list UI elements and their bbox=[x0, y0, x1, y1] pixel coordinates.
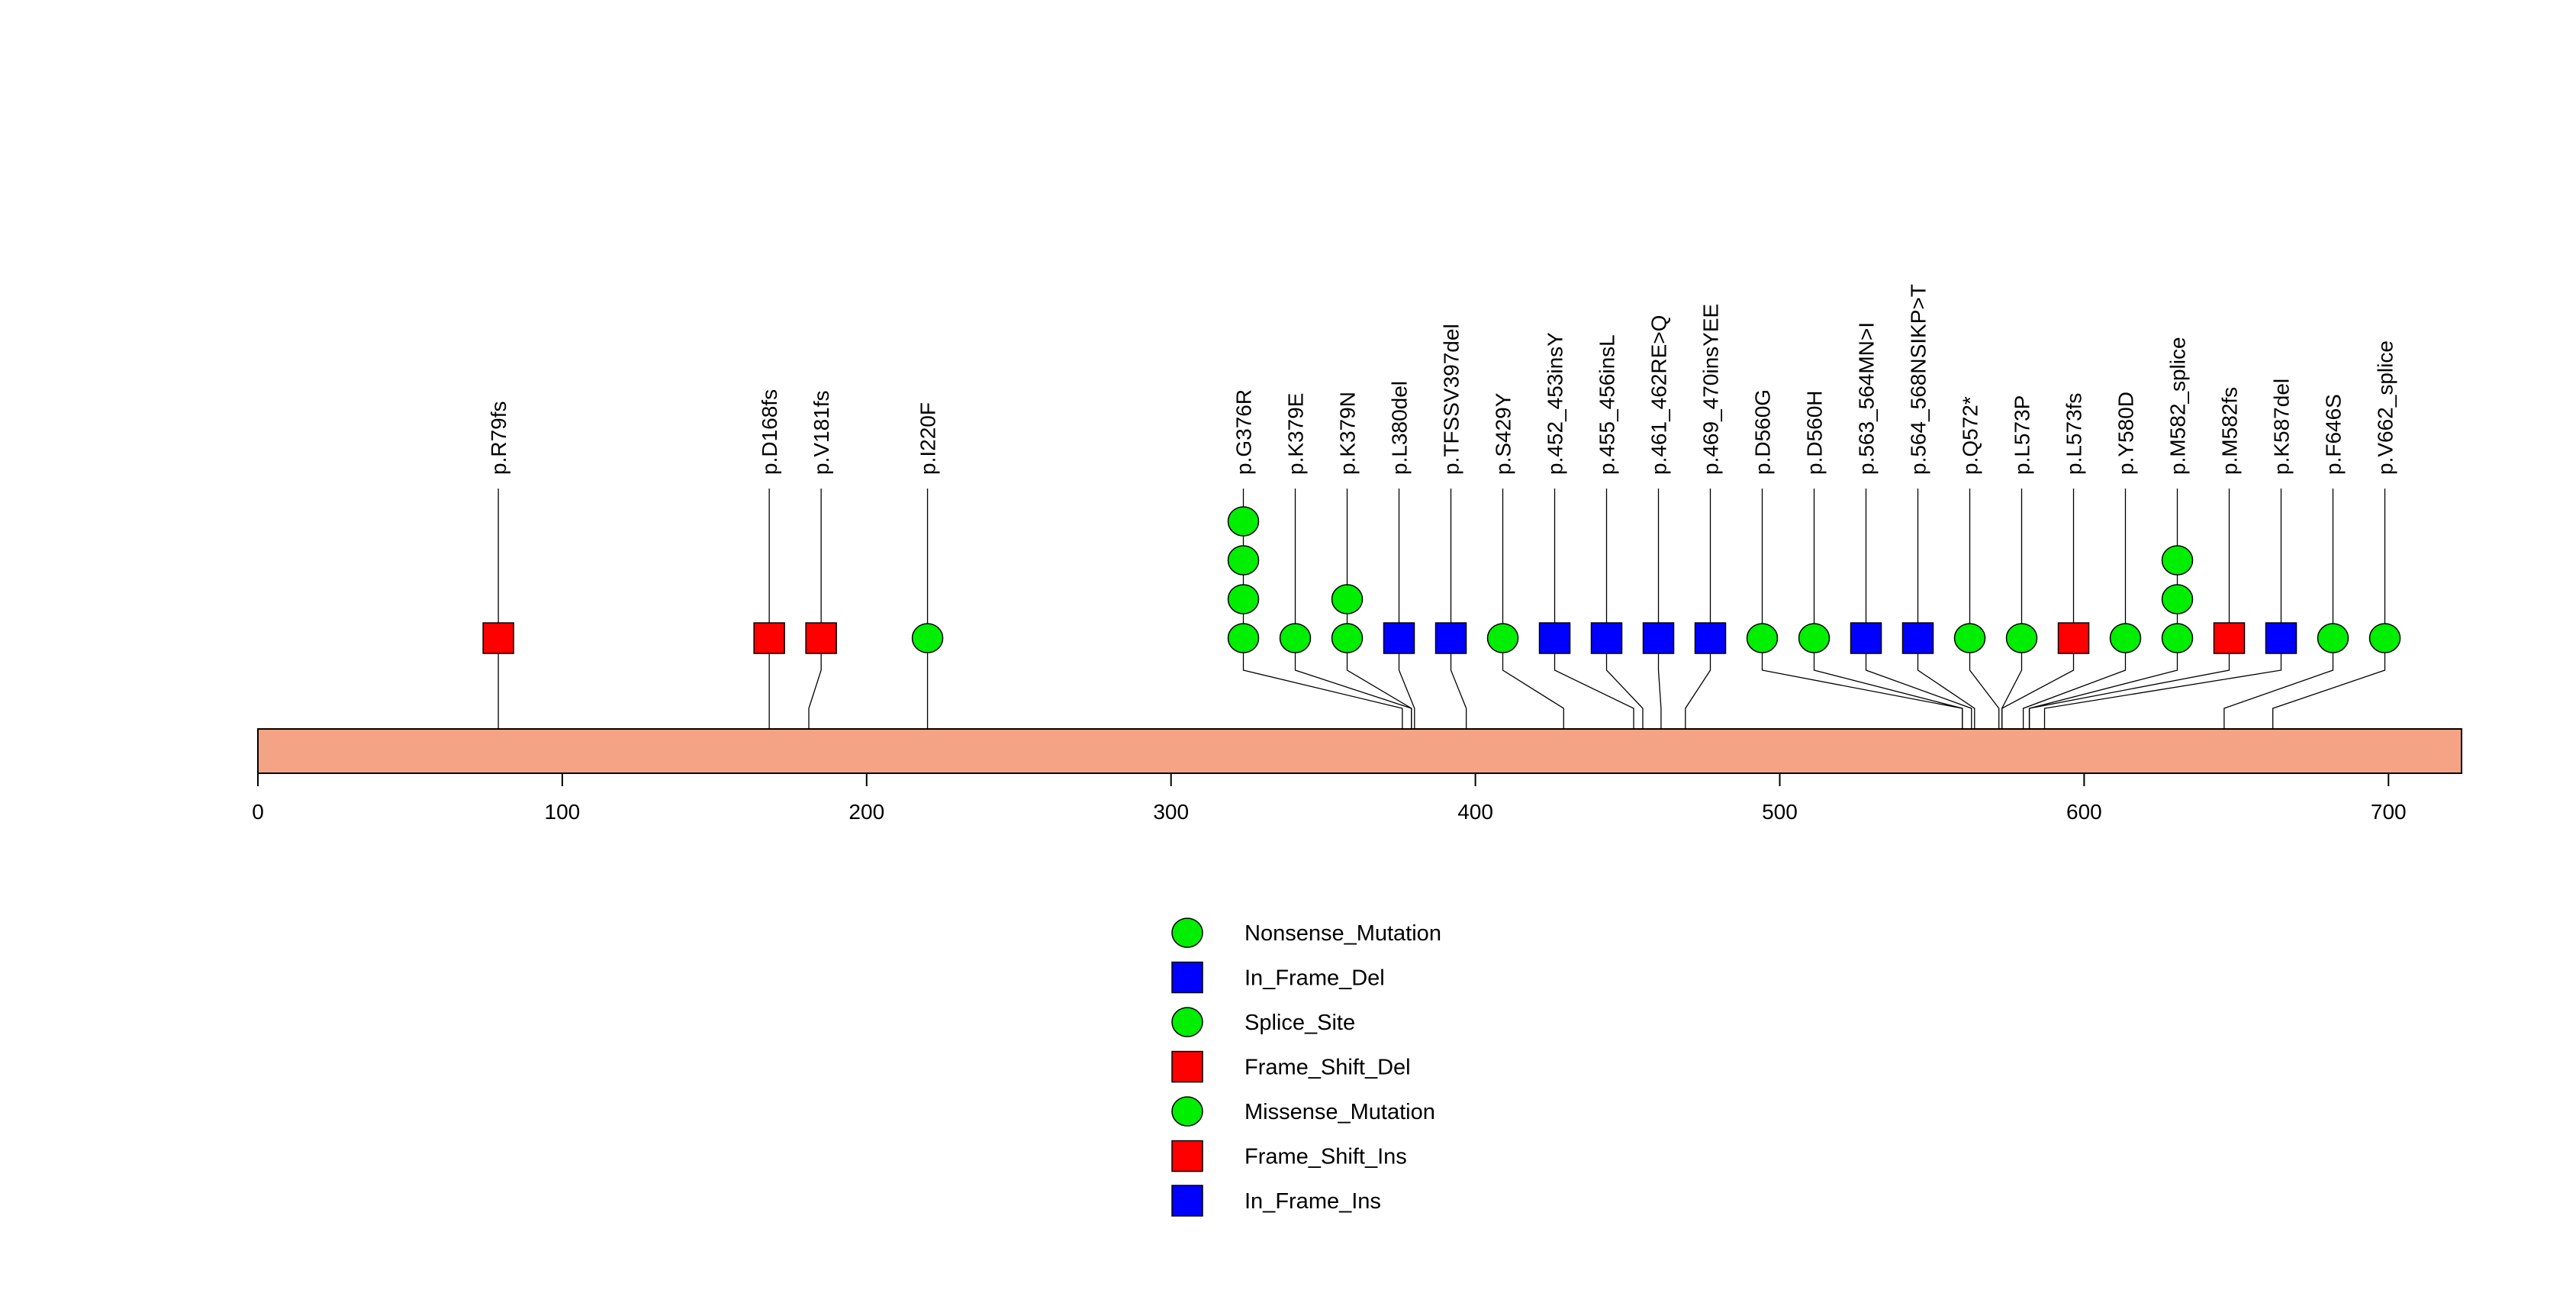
legend-label: Missense_Mutation bbox=[1245, 1100, 1435, 1124]
legend-marker-green-circle bbox=[1171, 1096, 1203, 1127]
mutation-label: p.I220F bbox=[916, 402, 940, 475]
mutation-marker-green-circle bbox=[2005, 623, 2038, 653]
protein-domain-bar bbox=[257, 728, 2462, 774]
mutation-marker-blue-square bbox=[1850, 622, 1882, 654]
mutation-label: p.K379E bbox=[1284, 393, 1308, 475]
legend-label: Splice_Site bbox=[1245, 1011, 1355, 1035]
x-tick-label: 300 bbox=[1153, 800, 1189, 824]
mutation-marker-red-square bbox=[2057, 622, 2090, 654]
legend-marker-blue-square bbox=[1171, 1185, 1203, 1217]
mutation-marker-blue-square bbox=[1383, 622, 1415, 654]
mutation-label: p.452_453insY bbox=[1544, 332, 1567, 475]
legend-label: Frame_Shift_Del bbox=[1245, 1056, 1411, 1080]
mutation-label: p.F646S bbox=[2322, 394, 2346, 475]
mutation-markers bbox=[482, 506, 2401, 654]
mutation-label: p.K379N bbox=[1336, 392, 1360, 475]
mutation-label: p.D168fs bbox=[758, 389, 781, 475]
mutation-marker-red-square bbox=[753, 622, 785, 654]
mutation-marker-blue-square bbox=[1642, 622, 1675, 654]
x-tick-label: 0 bbox=[252, 800, 264, 824]
x-axis: 0 100 200 300 400 500 600 700 bbox=[252, 772, 2407, 824]
x-tick-label: 200 bbox=[848, 800, 884, 824]
mutation-marker-green-circle bbox=[1746, 623, 1779, 653]
mutation-label: p.V181fs bbox=[810, 390, 833, 475]
mutation-label: p.M582_splice bbox=[2166, 337, 2190, 475]
legend-marker-red-square bbox=[1171, 1050, 1203, 1083]
mutation-label: p.461_462RE>Q bbox=[1647, 315, 1671, 475]
mutation-label: p.R79fs bbox=[487, 402, 510, 476]
mutation-marker-green-circle bbox=[2161, 623, 2194, 653]
mutation-label: p.Y580D bbox=[2114, 392, 2138, 475]
mutation-labels: p.R79fs p.D168fs p.V181fs p.I220F p.G376R p.K… bbox=[487, 284, 2397, 475]
mutation-marker-blue-square bbox=[1435, 622, 1467, 654]
mutation-marker-blue-square bbox=[2265, 622, 2297, 654]
mutation-marker-green-circle bbox=[1227, 584, 1260, 614]
mutation-label: p.D560H bbox=[1803, 390, 1827, 475]
mutation-marker-green-circle bbox=[2109, 623, 2142, 653]
mutation-marker-green-circle bbox=[2161, 545, 2194, 576]
mutation-marker-green-circle bbox=[1486, 623, 1519, 653]
legend-label: Nonsense_Mutation bbox=[1245, 921, 1441, 946]
legend-label: Frame_Shift_Ins bbox=[1245, 1145, 1407, 1169]
mutation-label: p.S429Y bbox=[1492, 392, 1515, 475]
mutation-marker-green-circle bbox=[2368, 623, 2401, 653]
legend: Nonsense_Mutation In_Frame_Del Splice_Site… bbox=[1171, 918, 1441, 1217]
mutation-marker-green-circle bbox=[1279, 623, 1312, 653]
mutation-label: p.D560G bbox=[1751, 389, 1775, 475]
x-tick-label: 700 bbox=[2371, 800, 2407, 824]
mutation-label: p.M582fs bbox=[2218, 387, 2242, 475]
legend-label: In_Frame_Del bbox=[1245, 966, 1385, 991]
mutation-label: p.564_568NSIKP>T bbox=[1907, 284, 1930, 475]
mutation-marker-green-circle bbox=[1953, 623, 1986, 653]
mutation-marker-green-circle bbox=[1331, 623, 1364, 653]
mutation-label: p.G376R bbox=[1232, 389, 1256, 475]
x-tick-label: 500 bbox=[1762, 800, 1798, 824]
x-tick-label: 400 bbox=[1457, 800, 1493, 824]
mutation-label: p.455_456insL bbox=[1596, 334, 1619, 475]
mutation-marker-red-square bbox=[2213, 622, 2246, 654]
mutation-marker-green-circle bbox=[1227, 623, 1260, 653]
mutation-marker-blue-square bbox=[1694, 622, 1727, 654]
mutation-marker-blue-square bbox=[1901, 622, 1934, 654]
legend-marker-green-circle bbox=[1171, 1007, 1203, 1037]
mutation-marker-red-square bbox=[805, 622, 837, 654]
mutation-label: p.L573fs bbox=[2062, 393, 2086, 475]
mutation-marker-green-circle bbox=[1331, 584, 1364, 614]
mutation-label: p.Q572* bbox=[1959, 396, 1982, 475]
mutation-label: p.V662_splice bbox=[2374, 340, 2397, 475]
mutation-label: p.K587del bbox=[2270, 379, 2294, 475]
mutation-marker-green-circle bbox=[911, 623, 944, 653]
mutation-marker-green-circle bbox=[1798, 623, 1831, 653]
mutation-label: p.469_470insYEE bbox=[1699, 304, 1723, 475]
mutation-marker-green-circle bbox=[2317, 623, 2349, 653]
legend-marker-red-square bbox=[1171, 1140, 1203, 1172]
mutation-label: p.TFSSV397del bbox=[1440, 324, 1463, 475]
mutation-marker-green-circle bbox=[2161, 584, 2194, 614]
mutation-marker-blue-square bbox=[1590, 622, 1623, 654]
mutation-label: p.L380del bbox=[1388, 381, 1412, 475]
mutation-marker-green-circle bbox=[1227, 545, 1260, 576]
legend-marker-green-circle bbox=[1171, 918, 1203, 948]
mutation-label: p.L573P bbox=[2011, 395, 2034, 475]
legend-label: In_Frame_Ins bbox=[1245, 1189, 1381, 1214]
mutation-marker-green-circle bbox=[1227, 506, 1260, 537]
mutation-label: p.563_564MN>I bbox=[1855, 322, 1879, 475]
x-tick-label: 600 bbox=[2066, 800, 2102, 824]
x-tick-label: 100 bbox=[545, 800, 581, 824]
legend-marker-blue-square bbox=[1171, 961, 1203, 994]
mutation-marker-red-square bbox=[482, 622, 514, 654]
mutation-marker-blue-square bbox=[1538, 622, 1571, 654]
